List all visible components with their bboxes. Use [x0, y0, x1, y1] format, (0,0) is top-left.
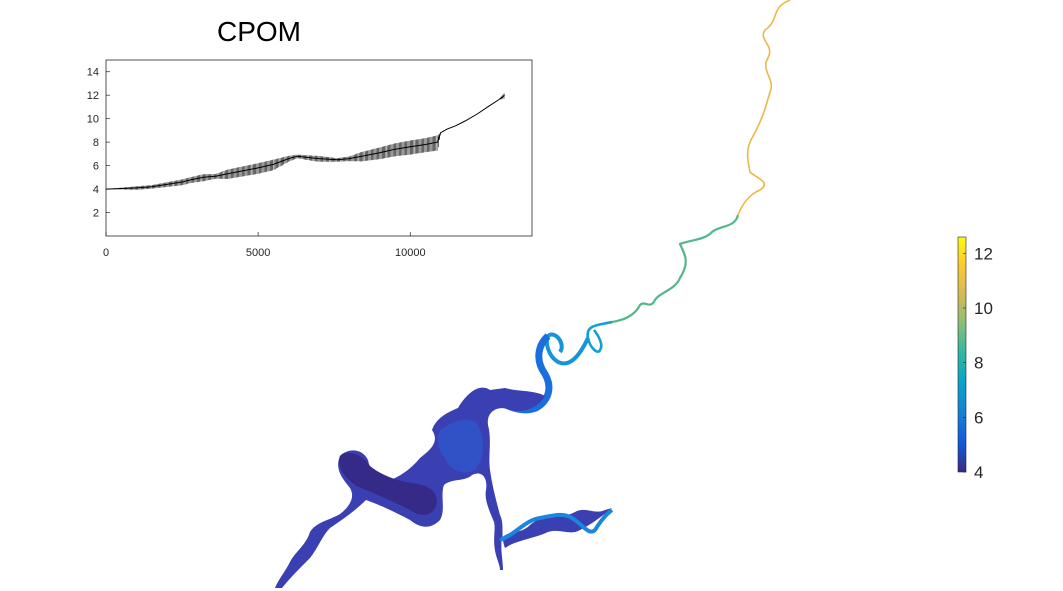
y-tick-label: 10 [87, 114, 99, 126]
colorbar-tick-label: 6 [974, 408, 983, 427]
river-upper-channel [737, 0, 791, 216]
y-tick-label: 6 [93, 161, 99, 173]
y-tick-label: 12 [87, 90, 99, 102]
colorbar-gradient [957, 236, 967, 473]
y-tick-label: 2 [93, 208, 99, 220]
x-tick-label: 0 [103, 247, 109, 259]
tributary-east [499, 508, 614, 542]
reservoir-shallows [437, 419, 484, 473]
x-tick-label: 10000 [395, 247, 426, 259]
y-tick-label: 8 [93, 137, 99, 149]
colorbar: 4 6 8 10 12 [957, 236, 993, 482]
reservoir-body [275, 387, 612, 588]
river-lower-channel [586, 320, 613, 353]
reservoir-arm-west [339, 452, 437, 515]
chart-title: CPOM [217, 16, 301, 47]
river-map [275, 0, 791, 588]
river-bend [544, 332, 590, 366]
plot-area [105, 59, 533, 237]
colorbar-tick-label: 8 [974, 354, 983, 373]
colorbar-ticks: 4 6 8 10 12 [963, 244, 993, 482]
y-tick-label: 14 [87, 67, 99, 79]
colorbar-tick-label: 10 [974, 299, 993, 318]
river-mid-channel [611, 214, 740, 324]
y-tick-label: 4 [93, 184, 99, 196]
axis-ticks: 2 4 6 8 10 12 14 0 5000 10000 [87, 67, 426, 259]
series-vertical-spread [106, 93, 505, 190]
colorbar-tick-label: 12 [974, 244, 993, 263]
x-tick-label: 5000 [246, 247, 270, 259]
series-group [105, 93, 505, 190]
colorbar-tick-label: 4 [974, 463, 983, 482]
inset-chart: CPOM 2 4 6 8 10 12 14 0 5000 10000 [87, 16, 533, 259]
